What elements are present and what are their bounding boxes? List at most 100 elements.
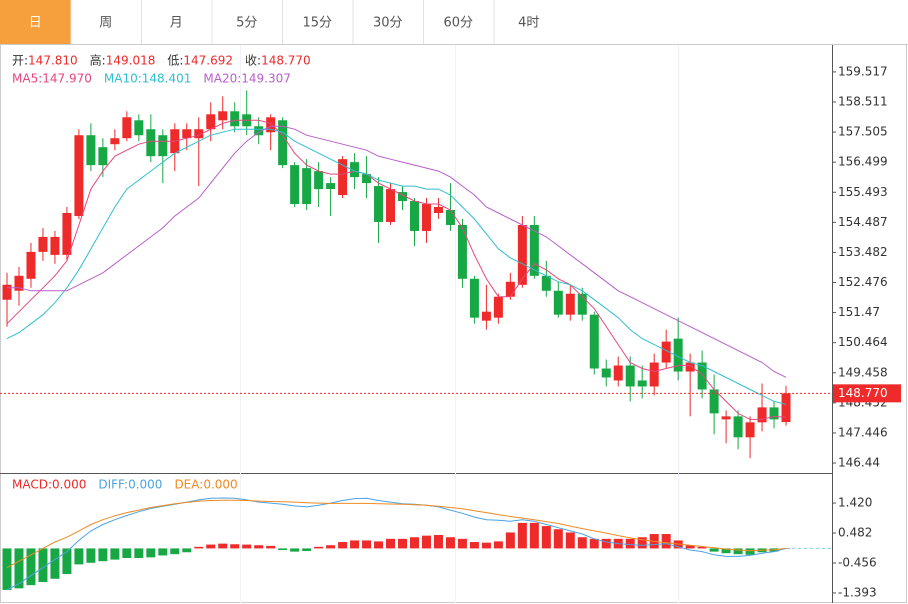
last-price-label: 148.770 xyxy=(838,386,888,400)
candle-body xyxy=(290,165,300,205)
candle-body xyxy=(553,290,563,315)
y-tick-label: 151.47 xyxy=(838,305,880,319)
candle-body xyxy=(661,341,671,363)
legend-value: 147.810 xyxy=(28,54,78,68)
candle-body xyxy=(529,224,539,276)
macd-bar xyxy=(709,548,719,552)
legend-value: 149.307 xyxy=(241,72,291,86)
macd-bar xyxy=(134,548,144,559)
macd-bar xyxy=(62,548,72,574)
y-tick-label: 149.458 xyxy=(838,365,888,379)
y-tick-label: 152.476 xyxy=(838,275,888,289)
y-tick-label: 153.482 xyxy=(838,245,888,259)
macd-bar xyxy=(457,538,467,549)
legend-label: MA10: xyxy=(104,72,142,86)
legend-value: 0.000 xyxy=(52,478,86,492)
candle-body xyxy=(26,251,36,279)
candle-body xyxy=(182,129,192,139)
tab[interactable] xyxy=(70,0,142,44)
macd-bar xyxy=(505,532,515,549)
tab[interactable] xyxy=(493,0,565,44)
macd-bar xyxy=(433,535,443,549)
candle-body xyxy=(433,207,443,213)
macd-bar xyxy=(601,538,611,549)
y-tick-label: 157.505 xyxy=(838,125,888,139)
tab[interactable] xyxy=(211,0,283,44)
candle-body xyxy=(469,278,479,318)
candle-body xyxy=(326,183,336,190)
y-tick-label: 159.517 xyxy=(838,64,888,78)
candle-body xyxy=(493,296,503,318)
candle-body xyxy=(338,159,348,196)
candle-body xyxy=(98,147,108,166)
macd-bar xyxy=(374,541,384,549)
last-price-tag xyxy=(833,384,901,403)
macd-bar xyxy=(230,544,240,549)
legend-label: 高: xyxy=(90,53,106,68)
macd-bar xyxy=(529,522,539,549)
macd-bar xyxy=(553,529,563,549)
candle-body xyxy=(697,362,707,390)
ma-line xyxy=(6,119,787,420)
candle-body xyxy=(757,407,767,423)
y-tick-label: 156.499 xyxy=(838,155,888,169)
macd-bar xyxy=(278,548,288,551)
macd-bar xyxy=(338,542,348,549)
tab-label[interactable]: 5分 xyxy=(236,16,257,31)
candle-body xyxy=(409,201,419,231)
y-tick-label: 150.464 xyxy=(838,335,888,349)
macd-bar xyxy=(302,548,312,551)
candle-body xyxy=(685,362,695,372)
macd-bar xyxy=(194,546,204,549)
macd-bar xyxy=(158,548,168,556)
macd-bar xyxy=(589,538,599,549)
macd-bar xyxy=(182,548,192,553)
y-tick-label: 146.44 xyxy=(838,456,880,470)
candle-body xyxy=(709,389,719,414)
macd-bar xyxy=(398,538,408,549)
tab-label[interactable]: 周 xyxy=(99,16,112,31)
tab[interactable] xyxy=(0,0,71,44)
macd-bar xyxy=(625,538,635,549)
macd-bar xyxy=(565,532,575,549)
macd-bar xyxy=(110,548,120,560)
tab[interactable] xyxy=(352,0,424,44)
tab-label[interactable]: 日 xyxy=(29,16,42,31)
candle-body xyxy=(445,210,455,225)
macd-line xyxy=(6,499,787,569)
macd-bar xyxy=(98,548,108,562)
macd-bar xyxy=(697,546,707,549)
frame xyxy=(0,44,907,603)
tab[interactable] xyxy=(141,0,212,44)
tab-label[interactable]: 60分 xyxy=(443,16,473,31)
tab-label[interactable]: 4时 xyxy=(518,16,539,31)
candle-body xyxy=(721,416,731,420)
candle-body xyxy=(350,162,360,178)
tab-label[interactable]: 30分 xyxy=(373,16,403,31)
candle-body xyxy=(589,314,599,369)
y-tick-label: 154.487 xyxy=(838,215,888,229)
candle-body xyxy=(278,120,288,166)
tab[interactable] xyxy=(423,0,494,44)
candle-body xyxy=(517,224,527,285)
candle-body xyxy=(625,365,635,387)
macd-bar xyxy=(122,548,132,559)
tab[interactable] xyxy=(282,0,353,44)
candle-body xyxy=(673,338,683,372)
macd-bar xyxy=(14,548,24,589)
candle-body xyxy=(637,380,647,387)
macd-bar xyxy=(290,548,300,552)
macd-bar xyxy=(445,537,455,549)
macd-bar xyxy=(2,548,12,590)
macd-bar xyxy=(326,545,336,549)
tab-label[interactable]: 15分 xyxy=(302,16,332,31)
macd-bar xyxy=(314,546,324,549)
macd-bar xyxy=(721,548,731,554)
legend-label: DEA: xyxy=(174,478,203,492)
macd-bar xyxy=(685,545,695,549)
tab-label[interactable]: 月 xyxy=(170,16,183,31)
macd-bar xyxy=(350,540,360,549)
macd-bar xyxy=(661,534,671,549)
macd-bar xyxy=(242,544,252,549)
